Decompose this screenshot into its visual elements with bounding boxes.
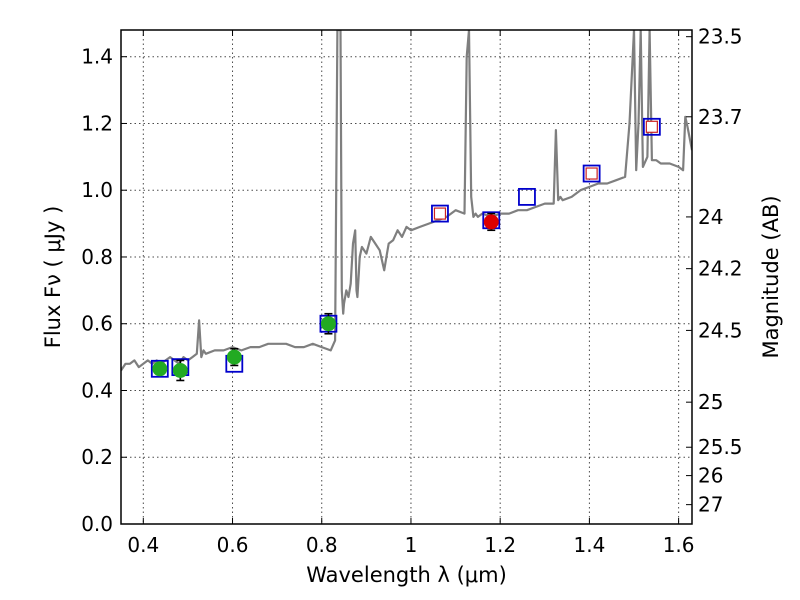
spectrum-layer <box>121 30 692 372</box>
green-point-marker <box>172 362 188 378</box>
y2-tick-label: 25.5 <box>698 435 743 459</box>
y2-tick-label: 24 <box>698 205 723 229</box>
x-axis-title: Wavelength λ (μm) <box>306 563 507 587</box>
y2-tick-label: 24.2 <box>698 257 743 281</box>
green-point-marker <box>320 316 336 332</box>
y2-axis-title: Magnitude (AB) <box>759 195 783 358</box>
x-tick-label: 0.6 <box>217 533 249 557</box>
green-point-marker <box>152 361 168 377</box>
y-tick-label: 1.0 <box>81 178 113 202</box>
y-tick-label: 0.2 <box>81 445 113 469</box>
y2-tick-label: 24.5 <box>698 318 743 342</box>
red-inner-box-marker <box>585 167 598 180</box>
y2-tick-label: 23.7 <box>698 105 743 129</box>
photometry-layer <box>150 117 661 382</box>
x-axis: 0.4 0.6 0.8 1 1.2 1.4 1.6 <box>127 30 695 557</box>
x-tick-label: 1 <box>405 533 418 557</box>
blue-box-marker <box>582 164 601 183</box>
y2-tick-label: 26 <box>698 464 723 488</box>
x-tick-label: 0.8 <box>306 533 338 557</box>
y2-tick-label: 27 <box>698 493 723 517</box>
x-tick-label: 1.4 <box>573 533 605 557</box>
red-inner-box-marker <box>645 120 658 133</box>
y-tick-label: 1.2 <box>81 111 113 135</box>
y-axis-title: Flux Fν ( μJy ) <box>41 206 65 349</box>
plot-frame <box>120 29 693 525</box>
y2-tick-label: 25 <box>698 390 723 414</box>
x-tick-label: 1.6 <box>663 533 695 557</box>
y-tick-label: 0.6 <box>81 312 113 336</box>
x-tick-label: 0.4 <box>127 533 159 557</box>
x-tick-label: 1.2 <box>484 533 516 557</box>
blue-box-marker <box>150 359 169 378</box>
blue-box-marker <box>518 187 536 206</box>
red-point-marker <box>483 214 499 230</box>
blue-box-marker <box>642 117 661 136</box>
y-axis: 0.0 0.2 0.4 0.6 0.8 1.0 1.2 1.4 <box>81 45 127 536</box>
spectrum-line <box>121 30 692 372</box>
red-inner-box-marker <box>433 207 447 220</box>
y-tick-label: 0.4 <box>81 378 113 402</box>
blue-box-marker <box>431 204 449 223</box>
y-tick-label: 0.0 <box>81 512 113 536</box>
y2-tick-label: 23.5 <box>698 25 743 49</box>
y2-axis: 23.5 23.7 24 24.2 24.5 25 25.5 26 27 <box>686 25 743 517</box>
y-tick-label: 0.8 <box>81 245 113 269</box>
green-point-marker <box>226 349 242 365</box>
y-tick-label: 1.4 <box>81 45 113 69</box>
grid <box>121 30 692 525</box>
